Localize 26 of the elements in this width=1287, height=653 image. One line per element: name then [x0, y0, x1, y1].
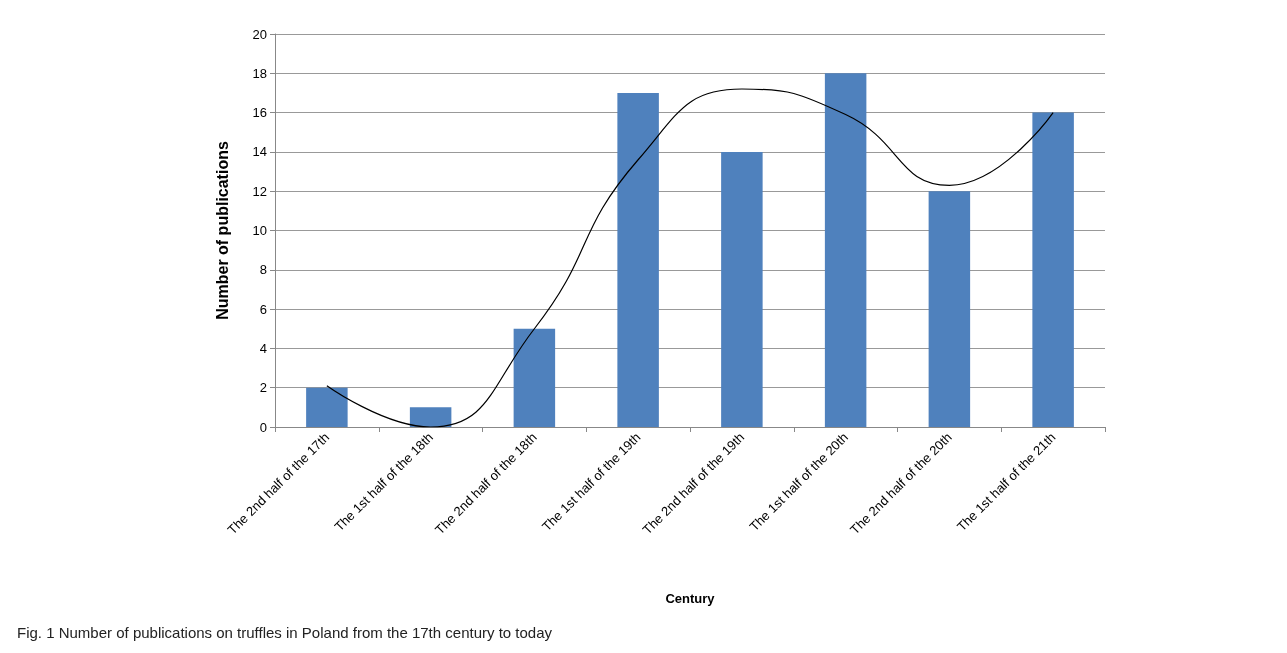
bar	[824, 73, 867, 427]
y-tick-label: 0	[259, 419, 267, 435]
bar	[928, 191, 971, 427]
y-tick-label: 2	[259, 380, 267, 396]
y-tick-label: 4	[259, 340, 267, 356]
x-tick-label: The 2nd half of the 18th	[432, 429, 540, 538]
bar	[721, 151, 763, 427]
x-tick-label: The 1st half of the 21th	[953, 429, 1059, 535]
y-tick-label: 6	[259, 301, 267, 317]
bar	[409, 407, 452, 427]
x-axis-title: Century	[665, 591, 716, 606]
y-tick-label: 16	[252, 105, 267, 121]
y-tick-label: 14	[252, 144, 267, 160]
bar	[1032, 112, 1074, 427]
y-tick-label: 8	[259, 262, 267, 278]
x-tick-label: The 2nd half of the 20th	[847, 429, 955, 538]
bar	[617, 92, 659, 427]
y-axis-title: Number of publications	[213, 141, 231, 320]
y-tick-label: 12	[252, 183, 267, 199]
y-tick-label: 10	[252, 223, 267, 238]
bar	[306, 387, 348, 427]
line-series	[326, 88, 1054, 428]
y-tick-label: 18	[252, 65, 267, 81]
y-tick-label: 20	[252, 26, 267, 42]
text: Fig. 1 Number of publications on truffles in Poland from the 17th century to today	[17, 624, 553, 641]
bar	[513, 328, 556, 427]
